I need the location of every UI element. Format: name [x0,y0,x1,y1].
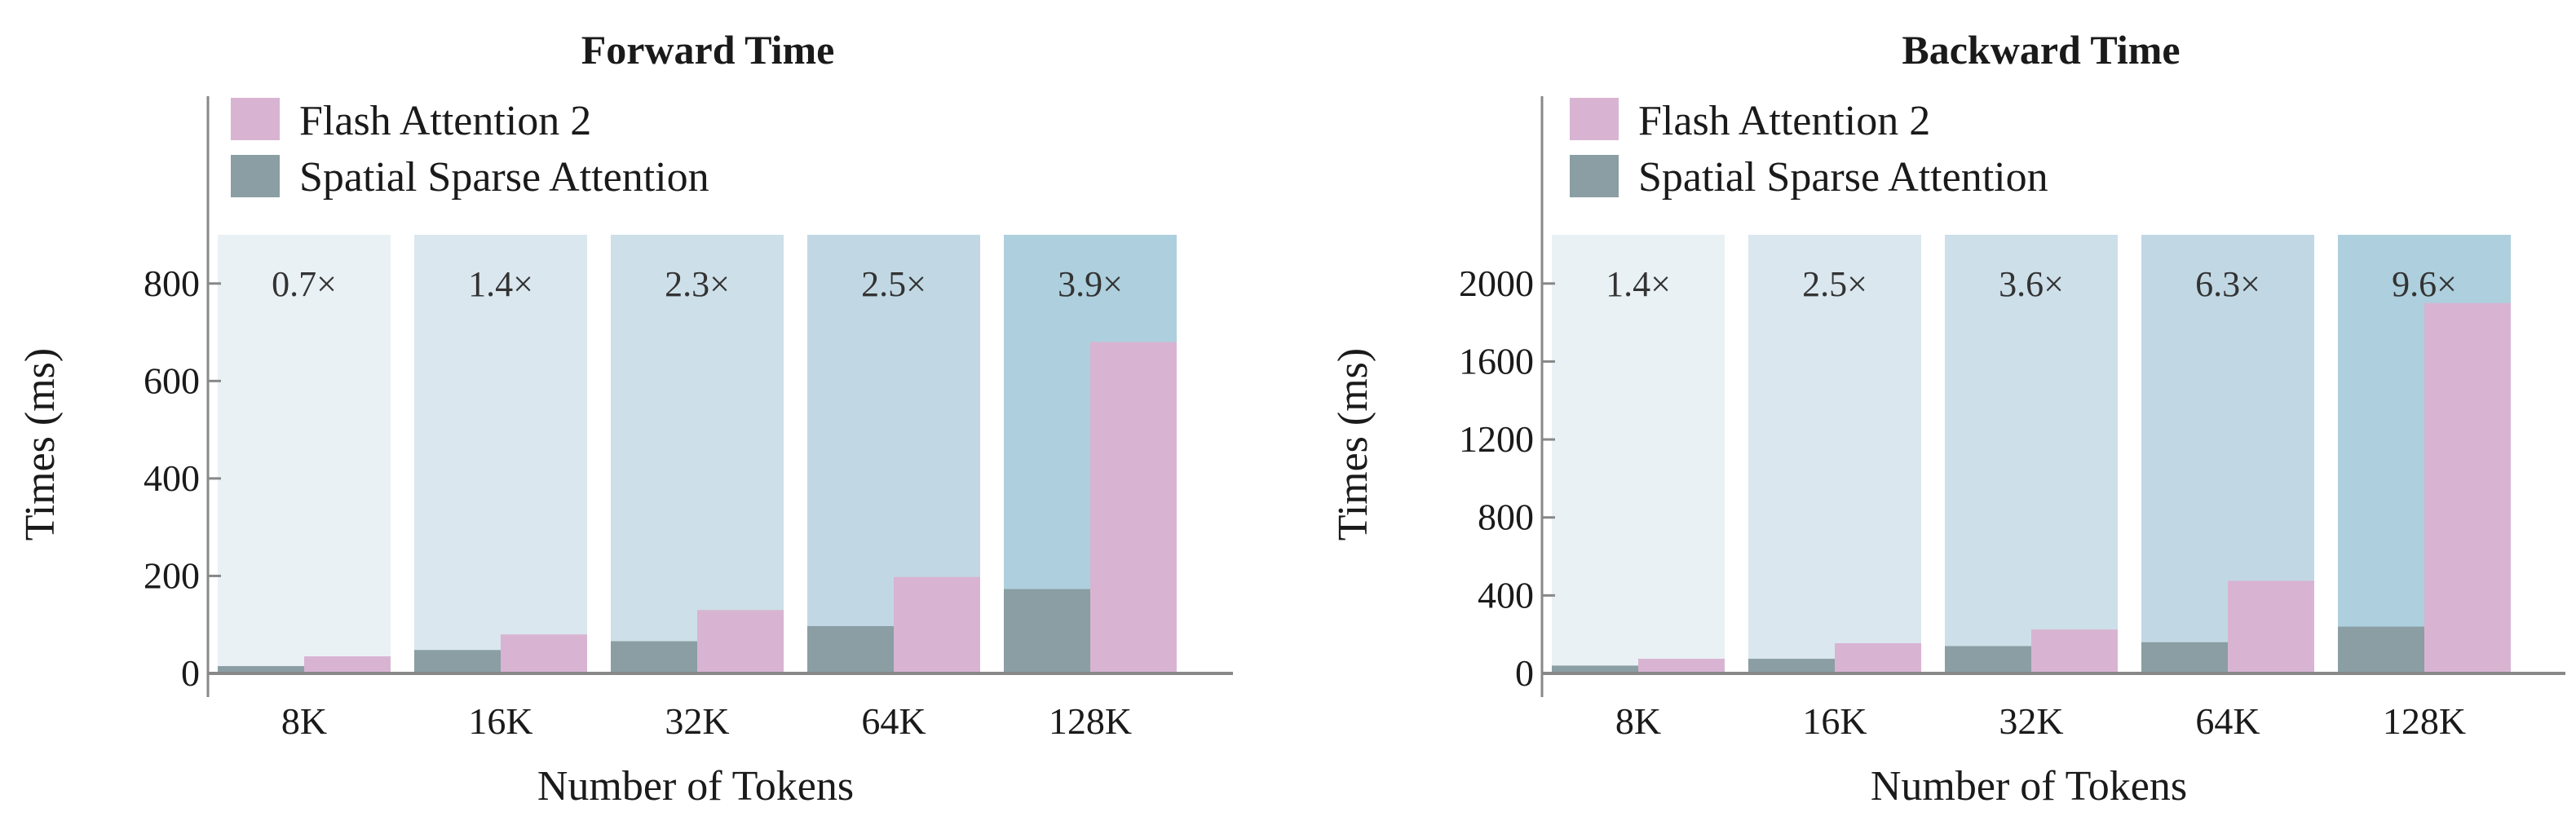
y-tick-label: 1200 [1459,418,1534,460]
legend-swatch-spatial-sparse-attention [231,155,280,197]
category-panel [1552,235,1725,673]
x-tick-label: 64K [2195,700,2260,742]
bar-spatial-sparse-attention [218,666,304,673]
speedup-label: 1.4× [1606,264,1671,304]
bar-flash-attention-2 [1835,642,1921,673]
y-axis-label: Times (ms) [1330,348,1376,541]
x-tick-label: 128K [2383,700,2466,742]
legend: Flash Attention 2 Spatial Sparse Attentio… [231,98,709,201]
y-tick-label: 800 [144,263,200,304]
bar-flash-attention-2 [2228,580,2314,673]
y-tick-label: 2000 [1459,263,1534,304]
legend-swatch-spatial-sparse-attention [1570,155,1619,197]
bar-flash-attention-2 [697,610,784,673]
bar-spatial-sparse-attention [2141,642,2228,673]
bar-flash-attention-2 [2031,629,2118,673]
chart-title: Backward Time [1902,27,2180,73]
bar-spatial-sparse-attention [807,626,894,673]
legend: Flash Attention 2 Spatial Sparse Attentio… [1570,98,2048,201]
bar-spatial-sparse-attention [1552,665,1638,673]
bar-flash-attention-2 [2424,302,2511,673]
speedup-label: 3.6× [1999,264,2064,304]
y-tick-label: 400 [1478,574,1534,616]
speedup-label: 3.9× [1058,264,1123,304]
y-tick-label: 400 [144,457,200,499]
x-axis-label: Number of Tokens [1871,763,2187,810]
bar-flash-attention-2 [1090,342,1177,673]
category-panel [1945,235,2118,673]
category-panel [1748,235,1921,673]
y-tick-label: 200 [144,554,200,596]
x-tick-label: 128K [1049,700,1132,742]
forward-time-chart: 0.7× 1.4× 2.3× 2.5× 3.9× 0 200 400 600 800 8K 16K 32… [17,27,1233,810]
bar-spatial-sparse-attention [1004,589,1090,673]
speedup-label: 0.7× [272,264,337,304]
bar-flash-attention-2 [501,634,587,673]
x-tick-label: 8K [281,700,327,742]
bar-spatial-sparse-attention [1945,646,2031,673]
legend-label-flash-attention-2: Flash Attention 2 [299,98,591,144]
speedup-label: 2.5× [861,264,926,304]
bar-spatial-sparse-attention [414,650,501,673]
y-tick-label: 1600 [1459,340,1534,382]
legend-label-flash-attention-2: Flash Attention 2 [1638,98,1930,144]
y-tick-label: 0 [181,652,200,694]
bar-flash-attention-2 [894,576,980,673]
x-tick-label: 32K [1999,700,2063,742]
speedup-label: 6.3× [2195,264,2260,304]
bar-spatial-sparse-attention [1748,659,1835,673]
y-tick-label: 0 [1515,652,1534,694]
bar-spatial-sparse-attention [2338,626,2424,673]
x-tick-label: 16K [468,700,532,742]
bar-flash-attention-2 [1638,659,1725,673]
legend-swatch-flash-attention-2 [1570,98,1619,140]
y-tick-label: 600 [144,360,200,401]
x-axis-label: Number of Tokens [537,763,854,810]
chart-title: Forward Time [581,27,835,73]
x-tick-label: 64K [861,700,926,742]
category-panel [611,235,784,673]
speedup-label: 1.4× [468,264,533,304]
x-tick-label: 8K [1615,700,1661,742]
speedup-label: 2.5× [1802,264,1867,304]
bar-spatial-sparse-attention [611,641,697,673]
y-tick-label: 800 [1478,496,1534,538]
legend-label-spatial-sparse-attention: Spatial Sparse Attention [299,154,709,201]
legend-swatch-flash-attention-2 [231,98,280,140]
legend-label-spatial-sparse-attention: Spatial Sparse Attention [1638,154,2048,201]
speedup-label: 9.6× [2392,264,2457,304]
x-tick-label: 16K [1802,700,1867,742]
bar-flash-attention-2 [304,656,391,673]
y-axis-label: Times (ms) [17,348,64,541]
backward-time-chart: 1.4× 2.5× 3.6× 6.3× 9.6× 0 400 800 1200 1600 2000 8… [1330,27,2565,810]
category-panel [414,235,587,673]
category-panel [218,235,391,673]
speedup-label: 2.3× [665,264,730,304]
x-tick-label: 32K [665,700,729,742]
